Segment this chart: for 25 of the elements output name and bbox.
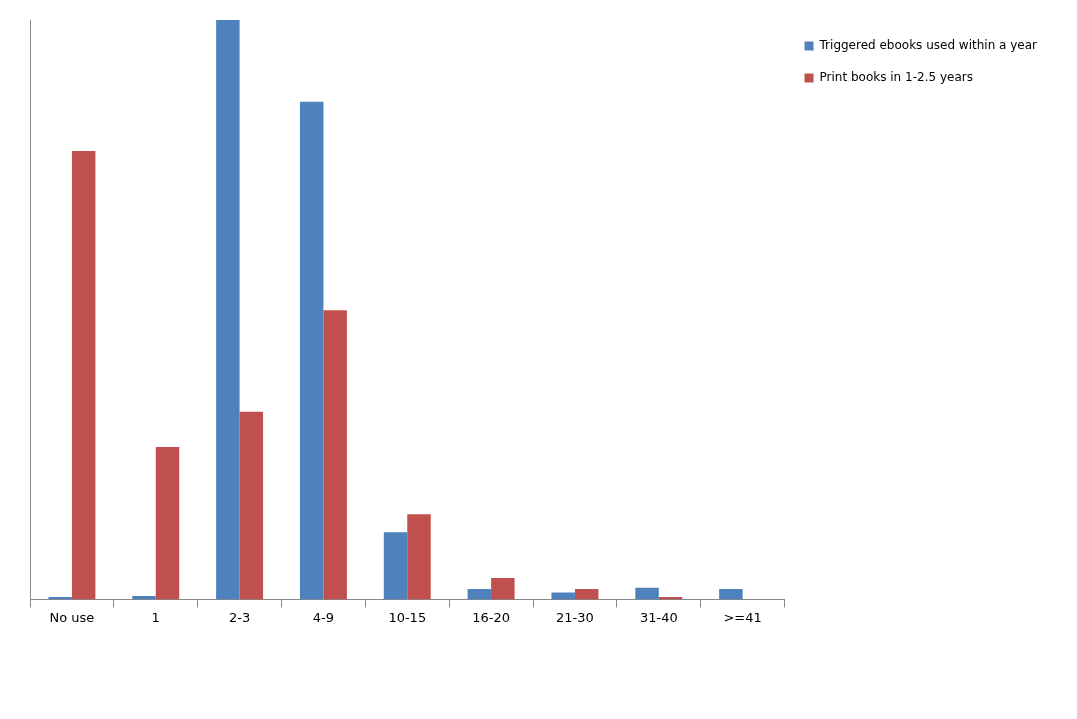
- x-tick-label: 31-40: [639, 609, 678, 625]
- bar: [551, 592, 575, 600]
- x-tick-label: 21-30: [556, 609, 594, 625]
- x-tick-label: No use: [49, 609, 95, 625]
- bar: [323, 310, 347, 600]
- bar: [216, 20, 240, 600]
- x-tick-label: 1: [151, 609, 160, 625]
- bar: [299, 101, 324, 600]
- x-tick-label: 2-3: [228, 609, 251, 625]
- bar: [719, 588, 743, 600]
- bar: [407, 514, 431, 600]
- legend-label: Print books in 1-2.5 years: [819, 70, 973, 85]
- bar: [467, 588, 492, 600]
- bar: [491, 577, 515, 600]
- x-tick-label: 4-9: [312, 609, 335, 625]
- bar: [383, 532, 408, 600]
- bar: [574, 588, 599, 600]
- bar: [155, 447, 180, 600]
- x-tick-label: 16-20: [472, 609, 510, 625]
- bar: [635, 587, 659, 600]
- bar: [239, 411, 264, 600]
- x-tick-label: 10-15: [388, 609, 427, 625]
- bar: [71, 150, 96, 600]
- x-tick-label: >=41: [723, 609, 762, 625]
- legend-label: Triggered ebooks used within a year: [818, 38, 1038, 53]
